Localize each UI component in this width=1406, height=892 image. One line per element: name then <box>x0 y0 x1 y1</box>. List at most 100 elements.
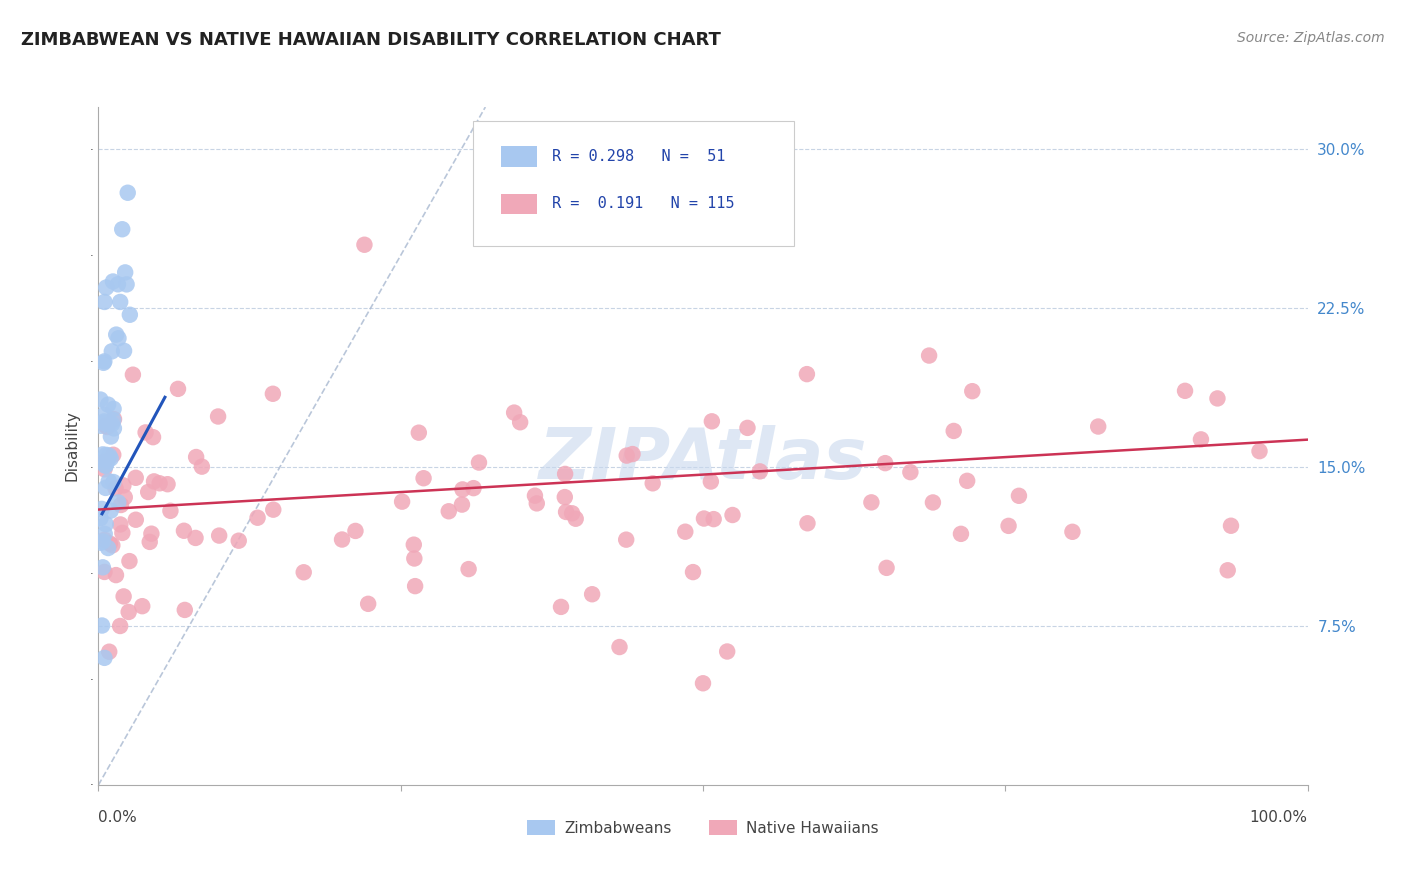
Point <box>93 455 115 469</box>
Point <box>93 462 115 476</box>
Point <box>207 409 229 424</box>
Point <box>110 498 132 512</box>
Point <box>693 511 716 525</box>
Point <box>114 265 136 279</box>
Point <box>97 453 120 467</box>
Point <box>344 524 367 538</box>
Point <box>956 474 979 488</box>
Point <box>616 449 638 463</box>
Point <box>93 356 115 370</box>
Point <box>796 367 818 381</box>
Point <box>96 454 118 468</box>
Point <box>609 640 631 654</box>
Text: 0.0%: 0.0% <box>98 810 138 825</box>
Point <box>135 425 157 440</box>
Point <box>922 495 945 509</box>
Point <box>173 603 195 617</box>
Point <box>700 475 723 489</box>
Point <box>1189 433 1212 447</box>
Point <box>143 475 166 489</box>
Point <box>136 485 159 500</box>
Point <box>581 587 603 601</box>
Point <box>796 516 818 531</box>
Point <box>942 424 965 438</box>
Point <box>716 644 738 658</box>
Point <box>103 421 125 435</box>
Point <box>94 418 117 433</box>
Point <box>262 502 284 516</box>
Point <box>673 524 696 539</box>
Point <box>554 467 576 481</box>
Point <box>104 481 127 495</box>
Point <box>564 512 586 526</box>
Point <box>547 153 569 167</box>
Point <box>98 536 121 550</box>
Point <box>101 538 124 552</box>
Point <box>716 195 738 210</box>
FancyBboxPatch shape <box>501 194 537 214</box>
Point <box>876 561 898 575</box>
Point <box>141 526 163 541</box>
Point <box>98 416 121 430</box>
Point <box>118 605 141 619</box>
Point <box>91 534 114 549</box>
Point <box>404 551 426 566</box>
Point <box>93 294 115 310</box>
Point <box>503 406 526 420</box>
Point <box>103 448 125 462</box>
Point <box>103 412 125 426</box>
Point <box>526 496 548 510</box>
Point <box>93 527 115 541</box>
Point <box>149 476 172 491</box>
Point <box>125 471 148 485</box>
Point <box>97 541 120 555</box>
Point <box>451 483 474 497</box>
Point <box>997 519 1019 533</box>
Point <box>700 414 723 428</box>
Point <box>104 568 127 582</box>
Point <box>1087 419 1109 434</box>
Point <box>1206 392 1229 406</box>
Text: R =  0.191   N = 115: R = 0.191 N = 115 <box>551 196 734 211</box>
Point <box>962 384 984 399</box>
Point <box>115 277 138 292</box>
Point <box>641 476 664 491</box>
Point <box>554 490 576 504</box>
Point <box>173 524 195 538</box>
Point <box>404 579 426 593</box>
Point <box>105 327 128 342</box>
Point <box>98 449 121 463</box>
Point <box>110 517 132 532</box>
Point <box>391 494 413 508</box>
Point <box>737 421 759 435</box>
Point <box>167 382 190 396</box>
Point <box>118 554 141 568</box>
Point <box>94 458 117 473</box>
Point <box>184 531 207 545</box>
Point <box>93 408 115 422</box>
Point <box>402 538 425 552</box>
Point <box>91 560 114 574</box>
Text: 100.0%: 100.0% <box>1250 810 1308 825</box>
Point <box>94 417 117 431</box>
Point <box>90 535 112 549</box>
Point <box>561 506 583 520</box>
Point <box>107 331 129 345</box>
Y-axis label: Disability: Disability <box>65 410 79 482</box>
Point <box>112 590 135 604</box>
Point <box>156 477 179 491</box>
Point <box>91 618 114 632</box>
Point <box>550 599 572 614</box>
Point <box>408 425 430 440</box>
Point <box>457 562 479 576</box>
Point <box>1062 524 1084 539</box>
Point <box>142 430 165 444</box>
Point <box>112 478 135 492</box>
Point <box>748 464 770 478</box>
Point <box>107 277 129 292</box>
Point <box>191 459 214 474</box>
Point <box>108 619 131 633</box>
Point <box>103 475 125 489</box>
Point <box>186 450 208 464</box>
Point <box>97 398 120 412</box>
